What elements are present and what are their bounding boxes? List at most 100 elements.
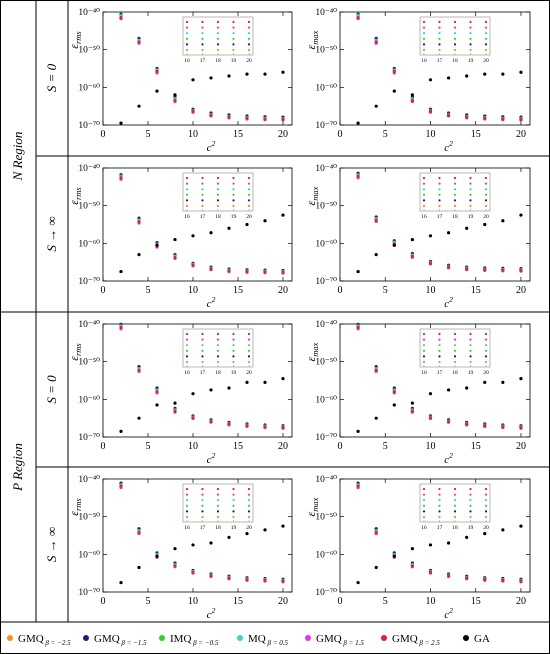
data-point [446, 76, 451, 80]
inset-data-point [438, 199, 441, 202]
data-point [227, 386, 231, 390]
inset-data-point [484, 182, 488, 185]
inset-data-point [453, 493, 457, 496]
inset-frame [182, 483, 254, 523]
inset-data-point [232, 204, 235, 208]
inset-data-point [247, 26, 251, 29]
data-point [263, 380, 267, 384]
case-label: S → ∞ [44, 216, 59, 251]
inset-data-point [201, 504, 204, 507]
x-axis-label-sup: 2 [449, 451, 453, 460]
x-tick-label: 0 [101, 129, 106, 140]
inset-data-point [484, 338, 488, 341]
y-axis-label: εmax [304, 186, 320, 205]
data-point [119, 484, 123, 488]
inset-data-point [232, 493, 235, 496]
data-point [501, 117, 505, 121]
case-label: S = 0 [44, 63, 59, 92]
data-point [137, 565, 141, 570]
x-tick-label: 20 [516, 441, 526, 452]
inset-data-point [232, 48, 235, 52]
data-point [209, 231, 213, 235]
inset-data-point [453, 338, 457, 341]
inset-plot: 16 17 18 19 20 [419, 328, 491, 376]
data-point [263, 117, 267, 121]
inset-data-point [484, 344, 488, 347]
inset-frame [182, 172, 254, 212]
inset-x-tick-label: 19 [468, 58, 474, 64]
legend-marker [83, 635, 89, 641]
inset-data-point [201, 199, 204, 202]
inset-x-tick-label: 16 [421, 525, 427, 531]
x-axis-label: c2 [444, 606, 453, 621]
data-point [519, 117, 523, 121]
data-point [374, 565, 378, 570]
data-point [119, 269, 123, 274]
data-point [137, 530, 141, 535]
inset-plot: 16 17 18 19 20 [182, 172, 254, 220]
data-point [191, 78, 195, 82]
inset-data-point [201, 48, 204, 52]
inset-data-point [438, 349, 441, 352]
x-axis-label-sup: 2 [449, 139, 453, 148]
inset-x-tick-label: 20 [483, 214, 489, 220]
x-axis-label: c2 [207, 139, 216, 154]
y-axis-label-sub: max [310, 497, 320, 511]
x-tick-label: 10 [425, 285, 435, 296]
data-point [227, 422, 231, 426]
y-tick-label: 10⁻⁷⁰ [315, 277, 337, 287]
y-tick-label: 10⁻⁵⁰ [78, 202, 100, 212]
x-tick-label: 5 [146, 285, 151, 296]
y-tick-label: 10⁻⁶⁰ [315, 395, 337, 405]
data-point [173, 237, 177, 242]
data-point [483, 380, 487, 384]
data-point [501, 268, 505, 272]
inset-data-point [216, 332, 220, 336]
inset-x-tick-label: 20 [483, 58, 489, 64]
inset-data-point [185, 499, 189, 502]
data-point [245, 532, 249, 536]
legend-label-sub: β = 2.5 [418, 639, 441, 647]
data-point [410, 401, 414, 405]
inset-data-point [247, 48, 251, 52]
inset-data-point [232, 20, 235, 24]
inset-data-point [469, 332, 472, 336]
inset-data-point [469, 487, 472, 491]
y-tick-label: 10⁻⁴⁰ [315, 320, 337, 330]
inset-data-point [469, 176, 472, 180]
data-point [227, 269, 231, 273]
data-point [209, 267, 213, 271]
plot-frame [102, 323, 293, 438]
inset-data-point [422, 199, 426, 202]
data-point [501, 219, 505, 223]
x-tick-label: 15 [471, 285, 481, 296]
x-tick-label: 15 [233, 129, 243, 140]
inset-data-point [469, 188, 472, 191]
inset-data-point [422, 360, 426, 364]
data-point [356, 121, 360, 125]
x-axis-label-sup: 2 [449, 606, 453, 615]
y-tick-label: 10⁻⁷⁰ [315, 433, 337, 443]
inset-data-point [422, 48, 426, 52]
data-point [483, 222, 487, 227]
inset-data-point [438, 487, 441, 491]
inset-data-point [201, 332, 204, 336]
inset-data-point [453, 344, 457, 347]
data-point [119, 121, 123, 125]
x-tick-label: 0 [338, 441, 343, 452]
inset-data-point [185, 48, 189, 52]
data-point [501, 528, 505, 532]
data-point [465, 74, 469, 78]
inset-data-point [201, 37, 204, 40]
legend-label: GMQ β = −1.5 [94, 633, 147, 647]
inset-data-point [453, 360, 457, 364]
y-tick-label: 10⁻⁶⁰ [78, 550, 100, 560]
inset-data-point [185, 515, 189, 519]
inset-data-point [247, 199, 251, 202]
inset-data-point [185, 188, 189, 191]
data-point [227, 74, 231, 78]
y-tick-label: 10⁻⁵⁰ [315, 513, 337, 523]
inset-data-point [201, 204, 204, 208]
inset-data-point [484, 26, 488, 29]
inset-data-point [469, 26, 472, 29]
